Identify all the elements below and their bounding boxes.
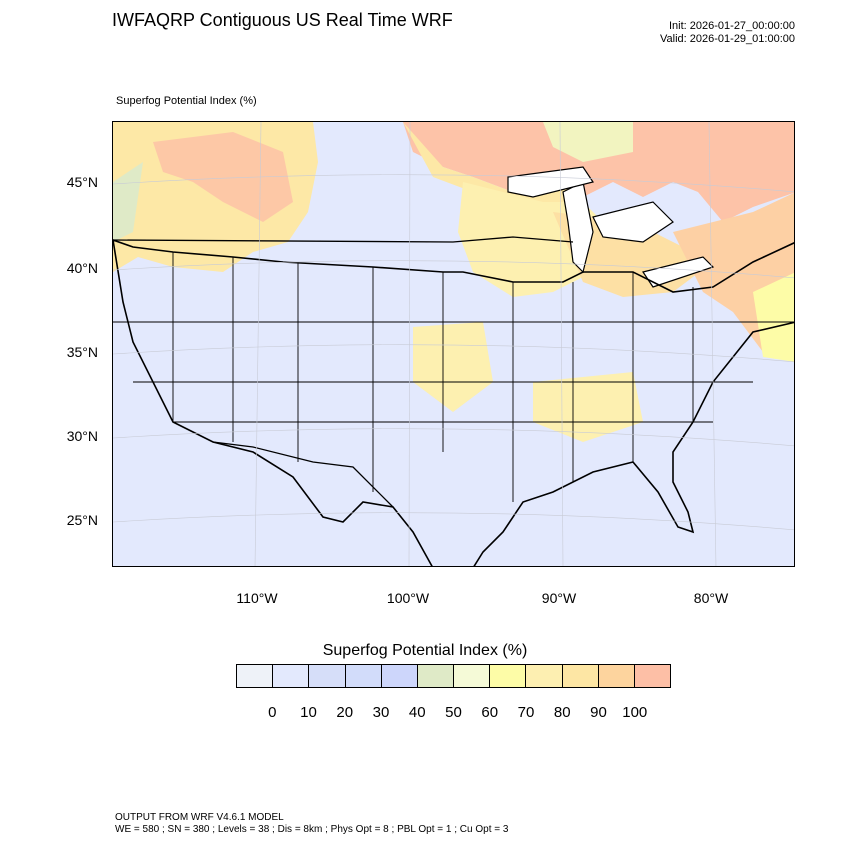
lon-label-110w: 110°W <box>236 590 278 606</box>
legend-swatch-6 <box>453 664 490 688</box>
lake-erie <box>642 256 715 288</box>
legend-tick-100: 100 <box>622 704 648 721</box>
legend-title: Superfog Potential Index (%) <box>322 642 528 659</box>
graticule <box>113 122 794 566</box>
legend-swatch-2 <box>308 664 345 688</box>
legend-tick-60: 60 <box>481 704 499 721</box>
mexico-border <box>212 441 394 508</box>
legend-swatch-9 <box>561 664 598 688</box>
legend-swatch-8 <box>525 664 562 688</box>
legend-swatch-1 <box>272 664 309 688</box>
lat-label-25n: 25°N <box>66 512 98 528</box>
lon-label-80w: 80°W <box>693 590 729 606</box>
region-canada <box>403 122 794 222</box>
legend-tick-50: 50 <box>445 704 462 721</box>
lat-label-35n: 35°N <box>66 344 98 360</box>
legend-swatch-5 <box>416 664 454 688</box>
legend-tick-40: 40 <box>408 704 426 721</box>
lat-label-30n: 30°N <box>66 428 98 444</box>
legend-bar <box>236 664 672 688</box>
legend-tick-30: 30 <box>372 704 390 721</box>
legend-tick-90: 90 <box>590 704 607 721</box>
legend-tick-80: 80 <box>553 704 571 721</box>
init-time: Init: 2026-01-27_00:00:00 <box>669 20 795 32</box>
lat-label-45n: 45°N <box>66 174 98 190</box>
legend-tick-10: 10 <box>300 704 317 721</box>
region-atlantic <box>753 272 794 362</box>
region-lower-mississippi <box>533 372 643 442</box>
region-pacific <box>113 162 143 242</box>
lon-label-90w: 90°W <box>541 590 577 606</box>
legend-tick-0: 0 <box>268 704 277 721</box>
region-northwest-core <box>153 132 293 222</box>
legend-swatch-10 <box>597 664 634 688</box>
legend-tick-20: 20 <box>336 704 354 721</box>
legend-tick-70: 70 <box>517 704 535 721</box>
legend-swatch-0 <box>236 664 273 688</box>
map-svg <box>113 122 794 566</box>
valid-time: Valid: 2026-01-29_01:00:00 <box>660 33 795 45</box>
lon-label-100w: 100°W <box>386 590 430 606</box>
legend-swatch-11 <box>633 664 672 688</box>
lat-label-40n: 40°N <box>66 260 98 276</box>
region-hudson <box>543 122 633 162</box>
legend-swatch-3 <box>344 664 381 688</box>
map-panel <box>112 121 795 567</box>
plot-title: IWFAQRP Contiguous US Real Time WRF <box>112 10 453 30</box>
legend-swatch-4 <box>380 664 417 688</box>
lake-huron <box>592 201 674 243</box>
legend-swatch-7 <box>489 664 526 688</box>
lake-superior <box>507 166 594 198</box>
field-label: Superfog Potential Index (%) <box>116 95 257 107</box>
state-boundaries <box>113 252 794 502</box>
footer-config: WE = 580 ; SN = 380 ; Levels = 38 ; Dis … <box>115 824 509 835</box>
canada-border <box>113 236 574 243</box>
footer-model: OUTPUT FROM WRF V4.6.1 MODEL <box>115 812 284 823</box>
region-ozarks <box>413 322 493 412</box>
